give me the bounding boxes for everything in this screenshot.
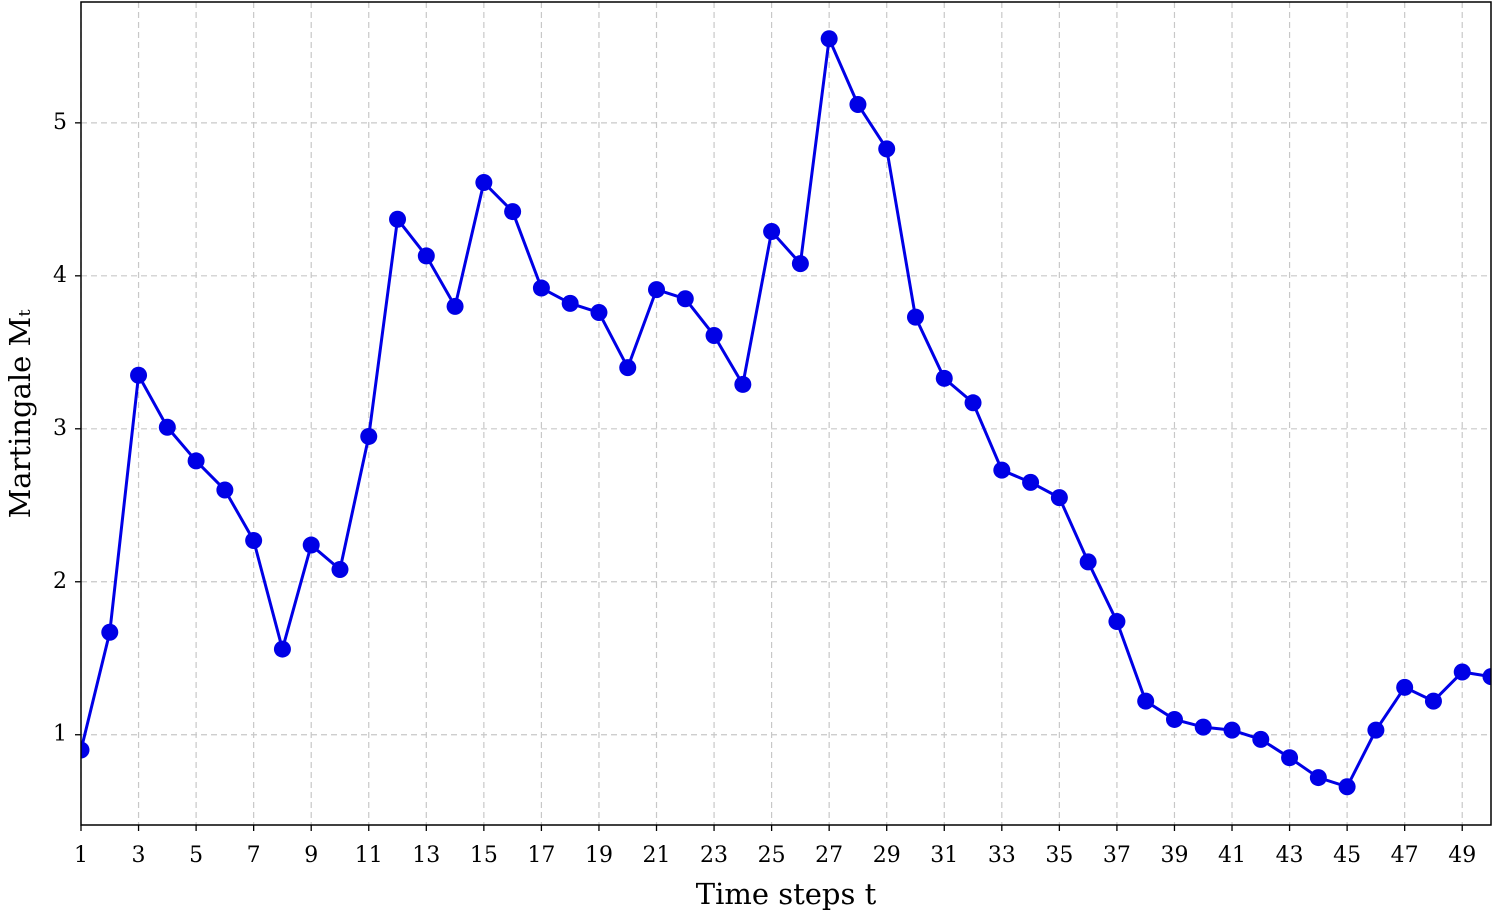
marker [993,461,1011,479]
marker [763,222,781,240]
marker [935,369,953,387]
marker [849,95,867,113]
x-tick-label: 21 [643,843,671,868]
x-tick-label: 47 [1391,843,1419,868]
x-tick-label: 1 [74,843,88,868]
x-tick-label: 41 [1218,843,1246,868]
x-tick-label: 3 [132,843,146,868]
marker [1482,668,1491,686]
x-tick-label: 11 [355,843,383,868]
x-tick-label: 13 [412,843,440,868]
marker [216,481,234,499]
marker [532,279,550,297]
marker [791,255,809,273]
marker [1281,749,1299,767]
y-tick-label: 4 [53,263,67,288]
y-tick-label: 5 [53,110,67,135]
x-tick-label: 39 [1160,843,1188,868]
marker [1338,778,1356,796]
x-tick-label: 33 [988,843,1016,868]
x-tick-label: 17 [527,843,555,868]
marker [504,203,522,221]
marker [734,375,752,393]
marker [1424,692,1442,710]
marker [101,623,119,641]
marker [648,281,666,299]
marker [561,294,579,312]
x-tick-label: 9 [304,843,318,868]
marker [1165,710,1183,728]
marker [360,427,378,445]
marker [820,30,838,48]
y-axis-label: Martingale Mₜ [3,309,37,519]
marker [130,366,148,384]
marker [676,290,694,308]
marker [1223,721,1241,739]
marker [331,561,349,579]
marker [1050,489,1068,507]
marker [1396,678,1414,696]
marker [964,394,982,412]
marker [417,247,435,265]
y-tick-label: 3 [53,416,67,441]
x-tick-label: 27 [815,843,843,868]
x-tick-label: 29 [873,843,901,868]
marker [1108,613,1126,631]
x-tick-label: 19 [585,843,613,868]
x-tick-label: 43 [1276,843,1304,868]
marker [619,359,637,377]
marker [1137,692,1155,710]
x-tick-label: 23 [700,843,728,868]
y-tick-label: 1 [53,722,67,747]
x-tick-label: 15 [470,843,498,868]
marker [187,452,205,470]
marker [705,326,723,344]
x-tick-label: 35 [1045,843,1073,868]
marker [245,531,263,549]
marker [1367,721,1385,739]
marker [273,640,291,658]
marker [302,536,320,554]
marker [389,210,407,228]
marker [878,140,896,158]
x-tick-label: 37 [1103,843,1131,868]
marker [446,297,464,315]
marker [1252,730,1270,748]
marker [1079,553,1097,571]
marker [1022,473,1040,491]
marker [1309,769,1327,787]
line [81,37,1491,789]
marker [1453,663,1471,681]
marker [81,741,90,759]
x-axis-label: Time steps t [696,877,877,911]
x-tick-label: 7 [247,843,261,868]
x-tick-label: 45 [1333,843,1361,868]
marker [906,308,924,326]
x-tick-label: 31 [930,843,958,868]
y-tick-label: 2 [53,569,67,594]
x-tick-label: 25 [758,843,786,868]
marker [158,418,176,436]
x-tick-label: 49 [1448,843,1476,868]
x-tick-label: 5 [189,843,203,868]
marker [1194,718,1212,736]
plot-frame [80,1,1492,826]
marker [590,304,608,322]
marker [475,174,493,192]
